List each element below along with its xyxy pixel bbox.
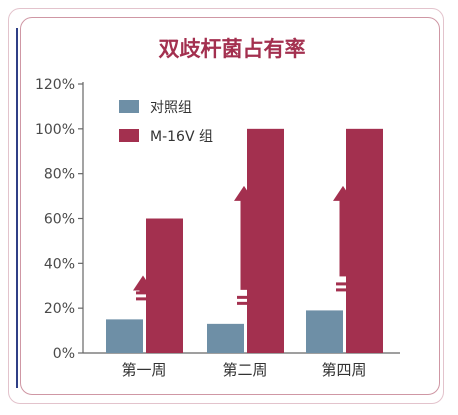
- x-category-label: 第四周: [321, 361, 366, 379]
- bar-m16v-1: [247, 128, 284, 353]
- bar-control-0: [106, 319, 143, 353]
- y-tick-label: 40%: [44, 256, 75, 272]
- y-tick-label: 80%: [44, 167, 75, 183]
- y-tick-label: 120%: [35, 77, 75, 93]
- y-tick-label: 100%: [35, 122, 75, 138]
- legend-label-0: 对照组: [150, 100, 192, 116]
- arrow-dash: [336, 288, 350, 292]
- bar-control-1: [207, 323, 244, 353]
- y-tick-label: 20%: [44, 301, 75, 317]
- legend-swatch-1: [119, 129, 139, 142]
- left-accent-rule: [16, 28, 18, 388]
- bar-m16v-0: [146, 218, 183, 353]
- arrow-dash: [237, 295, 251, 299]
- arrow-shaft: [339, 199, 347, 277]
- arrow-dash: [136, 297, 150, 301]
- legend-label-1: M-16V 组: [150, 129, 213, 145]
- arrow-shaft: [240, 199, 248, 290]
- bar-m16v-2: [346, 128, 383, 353]
- arrow-dash: [336, 282, 350, 286]
- chart-frame-outer: [8, 8, 444, 404]
- bar-control-2: [306, 310, 343, 353]
- y-tick-label: 60%: [44, 212, 75, 228]
- x-category-label: 第二周: [222, 361, 267, 379]
- chart-frame-inner: [20, 17, 440, 395]
- arrow-shaft: [139, 289, 147, 294]
- legend-swatch-0: [119, 100, 139, 113]
- x-category-label: 第一周: [121, 361, 166, 379]
- arrow-dash: [237, 301, 251, 305]
- y-tick-label: 0%: [53, 346, 75, 362]
- chart-title: 双歧杆菌占有率: [159, 37, 306, 61]
